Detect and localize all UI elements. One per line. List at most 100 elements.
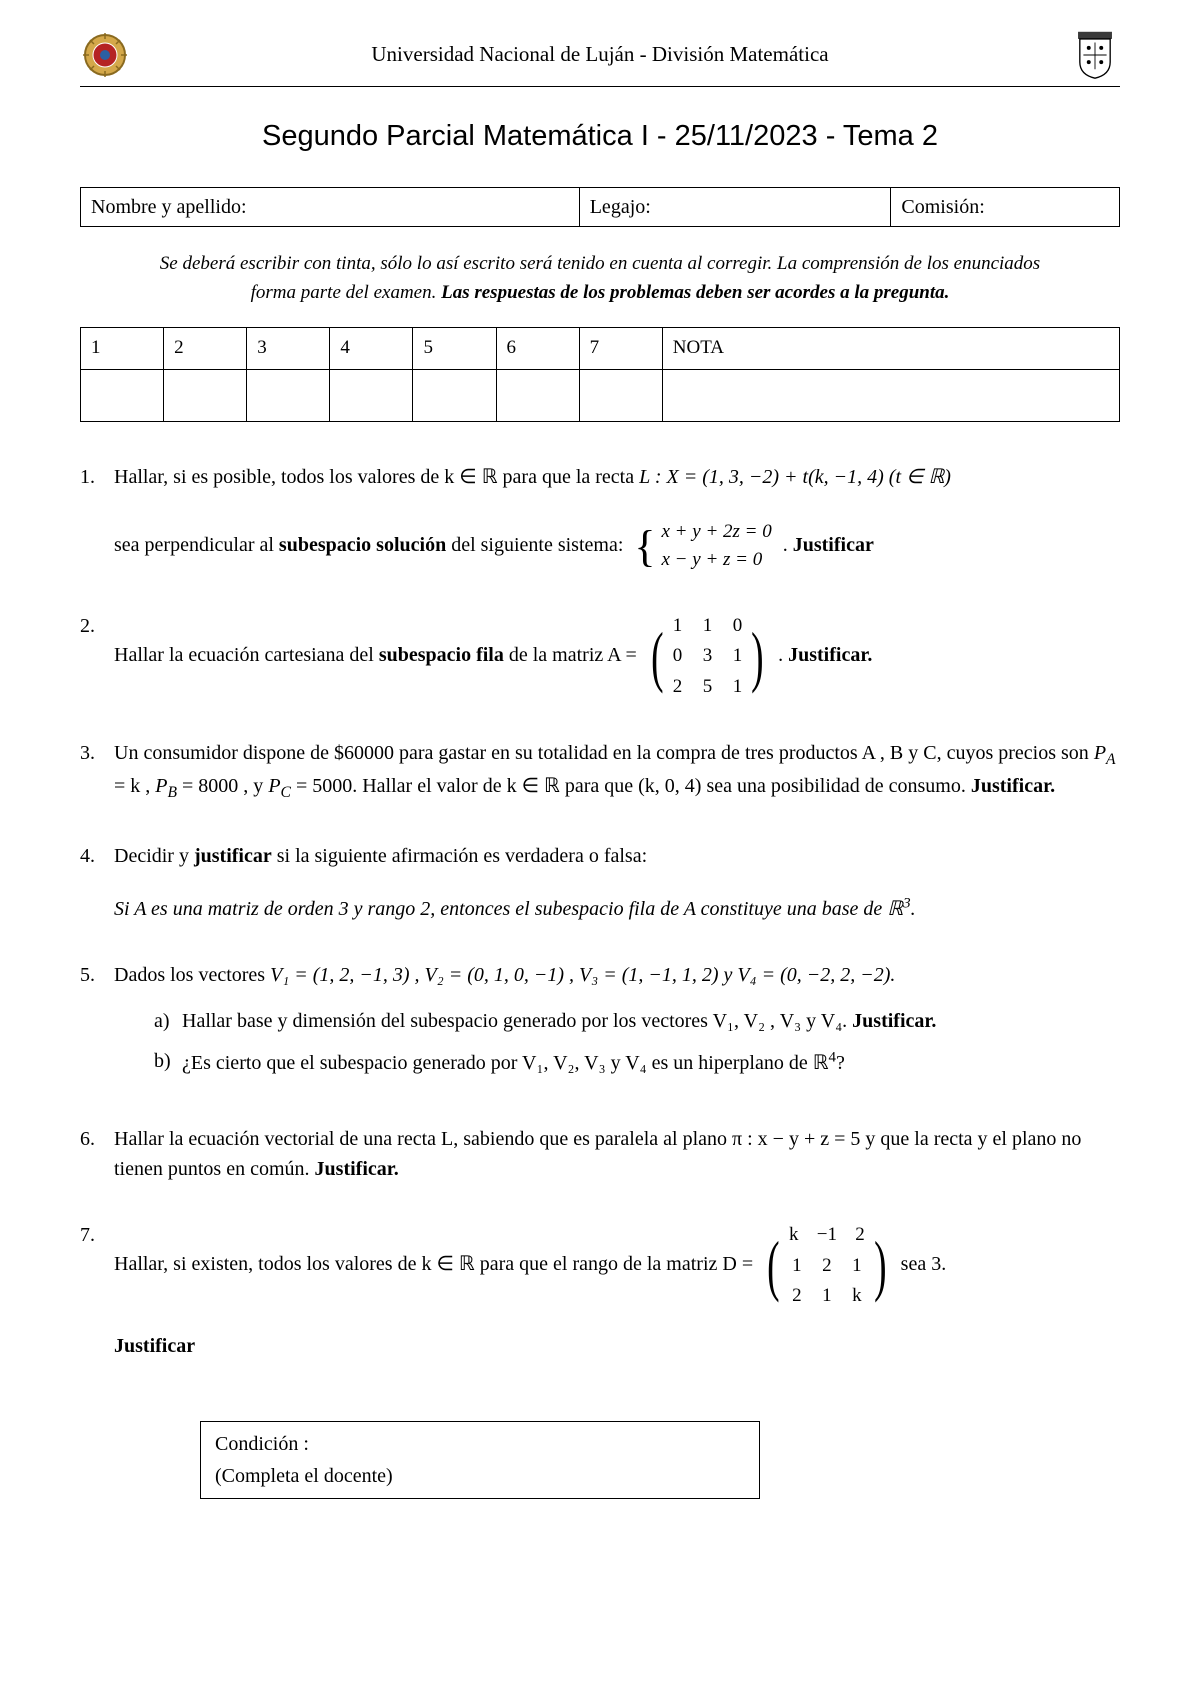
p5a-text: Hallar base y dimensión del subespacio g… — [182, 1010, 852, 1032]
subitem-label: a) — [154, 1006, 182, 1036]
p3-price: PC — [268, 775, 291, 797]
p6-justify: Justificar. — [315, 1158, 399, 1180]
matrix-cell: 2 — [790, 1281, 804, 1311]
grade-cell — [81, 369, 164, 421]
p2-matrix: ( 110 031 251 ) — [646, 611, 769, 702]
p6-text: Hallar la ecuación vectorial de una rect… — [114, 1128, 1081, 1180]
university-seal-icon — [80, 30, 130, 80]
problem-number: 1. — [80, 462, 108, 492]
matrix-cell: 1 — [730, 641, 744, 671]
p5-vectors: V₁ = (1, 2, −1, 3) , V₂ = (0, 1, 0, −1) … — [270, 964, 895, 986]
problem-5: 5. Dados los vectores V₁ = (1, 2, −1, 3)… — [80, 960, 1120, 1088]
p7-text: sea 3. — [901, 1253, 947, 1275]
p1-text: para que la recta — [498, 466, 640, 488]
problem-6: 6. Hallar la ecuación vectorial de una r… — [80, 1124, 1120, 1184]
matrix-cell: 2 — [820, 1251, 834, 1281]
matrix-cell: 3 — [700, 641, 714, 671]
matrix-cell: 1 — [730, 672, 744, 702]
p1-system: { x + y + 2z = 0 x − y + z = 0 — [634, 518, 771, 575]
p4-bold: justificar — [194, 845, 272, 867]
exam-instructions: Se deberá escribir con tinta, sólo lo as… — [80, 249, 1120, 308]
p1-line-eq: L : X = (1, 3, −2) + t(k, −1, 4) (t ∈ ℝ) — [639, 466, 951, 488]
page-header: Universidad Nacional de Luján - División… — [80, 30, 1120, 87]
condition-box: Condición : (Completa el docente) — [200, 1421, 760, 1499]
instructions-line2a: forma parte del examen. — [251, 282, 441, 303]
name-field-label: Nombre y apellido: — [81, 187, 580, 226]
grade-cell — [164, 369, 247, 421]
problems-list: 1. Hallar, si es posible, todos los valo… — [80, 462, 1120, 1361]
p4-text: Decidir y — [114, 845, 194, 867]
p3-text: = k , — [114, 775, 155, 797]
p5b-text: ¿Es cierto que el subespacio generado po… — [182, 1052, 845, 1074]
grade-header: 4 — [330, 328, 413, 370]
condition-line1: Condición : — [215, 1428, 745, 1460]
matrix-cell: k — [787, 1220, 801, 1250]
p3-price: PB — [155, 775, 177, 797]
grade-cell — [247, 369, 330, 421]
grade-cell — [496, 369, 579, 421]
shield-icon — [1070, 30, 1120, 80]
instructions-line1: Se deberá escribir con tinta, sólo lo as… — [160, 253, 1040, 274]
grade-header: 2 — [164, 328, 247, 370]
problem-1: 1. Hallar, si es posible, todos los valo… — [80, 462, 1120, 575]
grade-cell — [579, 369, 662, 421]
problem-3: 3. Un consumidor dispone de $60000 para … — [80, 738, 1120, 805]
p5a-justify: Justificar. — [852, 1010, 936, 1032]
grade-header: 5 — [413, 328, 496, 370]
problem-2: 2. Hallar la ecuación cartesiana del sub… — [80, 611, 1120, 702]
grade-cell — [413, 369, 496, 421]
student-info-table: Nombre y apellido: Legajo: Comisión: — [80, 187, 1120, 227]
p3-text: Un consumidor dispone de $60000 para gas… — [114, 742, 1094, 764]
p2-text: . — [778, 644, 788, 666]
exam-title: Segundo Parcial Matemática I - 25/11/202… — [80, 115, 1120, 159]
p2-text: de la matriz A = — [504, 644, 642, 666]
grade-header-nota: NOTA — [662, 328, 1119, 370]
p1-sys-row: x + y + 2z = 0 — [662, 518, 772, 547]
matrix-cell: 1 — [790, 1251, 804, 1281]
problem-4: 4. Decidir y justificar si la siguiente … — [80, 841, 1120, 925]
matrix-cell: 1 — [850, 1251, 864, 1281]
p1-text: del siguiente sistema: — [446, 534, 628, 556]
p3-price: PA — [1094, 742, 1116, 764]
p2-text: Hallar la ecuación cartesiana del — [114, 644, 379, 666]
problem-number: 6. — [80, 1124, 108, 1154]
p4-text: si la siguiente afirmación es verdadera … — [272, 845, 647, 867]
matrix-cell: 0 — [670, 641, 684, 671]
p7-matrix: ( k−12 121 21k ) — [762, 1220, 892, 1311]
p2-justify: Justificar. — [788, 644, 872, 666]
p3-text: = 8000 , y — [177, 775, 268, 797]
p1-sys-row: x − y + z = 0 — [662, 546, 772, 575]
problem-number: 7. — [80, 1220, 108, 1250]
p1-text: Hallar, si es posible, todos los valores… — [114, 466, 444, 488]
p3-text: = 5000. Hallar el valor de k ∈ ℝ para qu… — [291, 775, 971, 797]
condition-line2: (Completa el docente) — [215, 1460, 745, 1492]
p1-justify: Justificar — [793, 534, 874, 556]
p5-sub-b: b) ¿Es cierto que el subespacio generado… — [154, 1046, 1120, 1078]
problem-number: 5. — [80, 960, 108, 990]
problem-number: 4. — [80, 841, 108, 871]
p3-justify: Justificar. — [971, 775, 1055, 797]
p2-bold: subespacio fila — [379, 644, 504, 666]
matrix-cell: −1 — [817, 1220, 837, 1250]
problem-7: 7. Hallar, si existen, todos los valores… — [80, 1220, 1120, 1361]
p7-justify: Justificar — [114, 1335, 195, 1357]
grade-cell — [330, 369, 413, 421]
matrix-cell: k — [850, 1281, 864, 1311]
grade-header: 6 — [496, 328, 579, 370]
matrix-cell: 1 — [820, 1281, 834, 1311]
matrix-cell: 2 — [853, 1220, 867, 1250]
p1-text: . — [783, 534, 793, 556]
p7-text: Hallar, si existen, todos los valores de… — [114, 1253, 758, 1275]
header-university-name: Universidad Nacional de Luján - División… — [130, 39, 1070, 71]
p1-bold: subespacio solución — [279, 534, 446, 556]
p1-text: sea perpendicular al — [114, 534, 279, 556]
grade-header: 7 — [579, 328, 662, 370]
problem-number: 2. — [80, 611, 108, 641]
grade-header: 1 — [81, 328, 164, 370]
matrix-cell: 2 — [670, 672, 684, 702]
legajo-field-label: Legajo: — [579, 187, 891, 226]
p5-text: Dados los vectores — [114, 964, 270, 986]
p1-math: k ∈ ℝ — [444, 466, 497, 488]
matrix-cell: 5 — [700, 672, 714, 702]
grading-table: 1 2 3 4 5 6 7 NOTA — [80, 327, 1120, 422]
